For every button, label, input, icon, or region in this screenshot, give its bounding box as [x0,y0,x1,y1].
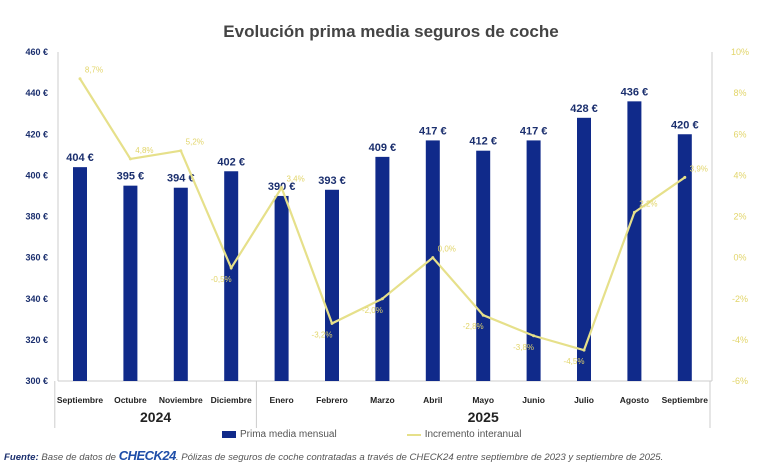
left-tick-label: 420 € [25,129,48,139]
category-label: Abril [423,395,442,405]
bar-value-label: 394 € [167,173,195,185]
check24-logo: CHECK24 [118,448,177,463]
line-point [683,175,687,179]
category-label: Febrero [316,395,348,405]
legend: Prima media mensual Incremento interanua… [222,429,521,440]
line-value-label: -2,0% [362,306,383,315]
line-point [229,266,233,270]
category-label: Octubre [114,395,147,405]
left-tick-label: 360 € [25,253,48,263]
bar [274,195,289,381]
line-value-label: -2,8% [463,322,484,331]
line-point [632,210,636,214]
category-label: Septiembre [57,395,104,405]
line-value-label: 5,2% [186,138,204,147]
bar-value-label: 402 € [217,156,245,168]
line-value-label: -0,5% [211,275,232,284]
line-value-label: 0,0% [438,245,456,254]
source-text: Base de datos de [41,452,117,463]
left-tick-label: 340 € [25,294,48,304]
legend-label: Incremento interanual [424,429,522,440]
bar-value-label: 412 € [469,136,497,148]
bar [476,150,491,381]
right-tick-label: 0% [733,253,746,263]
line-value-label: -4,5% [564,357,585,366]
line-point [280,186,284,190]
bar [526,140,541,381]
bar-value-label: 417 € [419,125,447,137]
category-label: Noviembre [159,395,203,405]
bar [325,189,339,381]
right-tick-label: 4% [733,170,746,180]
bar-value-label: 420 € [671,119,699,131]
line-point [431,256,435,260]
bar [73,167,87,381]
right-tick-label: -6% [732,376,748,386]
bar [375,156,390,381]
source-text-end: . Pólizas de seguros de coche contratada… [175,452,664,463]
bar [123,185,138,381]
source-label: Fuente: [4,452,39,463]
line-point [330,321,334,325]
bar-value-label: 393 € [318,175,346,187]
chart-title: Evolución prima media seguros de coche [223,22,559,41]
left-tick-label: 380 € [25,212,48,222]
right-tick-label: -4% [732,335,748,345]
line-point [532,334,536,338]
right-tick-label: 2% [733,212,746,222]
line-value-label: 4,8% [135,146,153,155]
category-label: Mayo [472,395,494,405]
bar [173,187,188,381]
legend-swatch-bar [222,431,236,438]
line-point [481,313,485,317]
category-label: Julio [574,395,594,405]
year-label: 2025 [468,409,499,425]
bar [677,134,692,381]
left-tick-label: 460 € [25,47,48,57]
bar-value-label: 395 € [117,171,145,183]
bar [425,140,440,381]
bar [224,171,239,381]
line-value-label: 2,2% [639,199,657,208]
line-point [78,77,82,81]
category-label: Diciembre [211,395,252,405]
legend-item-line: Incremento interanual [406,429,522,440]
left-tick-label: 300 € [25,376,48,386]
line-point [582,348,586,352]
left-tick-label: 320 € [25,335,48,345]
bar-value-label: 436 € [621,86,649,98]
line-value-label: 8,7% [85,66,103,75]
category-label: Marzo [370,395,395,405]
bar-value-label: 417 € [520,125,548,137]
bar [627,101,642,381]
source-note: Fuente: Base de datos de CHECK24. Póliza… [4,448,663,463]
year-label: 2024 [140,409,171,425]
line-value-label: 3,4% [286,175,304,184]
line-point [179,149,183,153]
bar [577,117,591,382]
right-tick-label: 6% [733,129,746,139]
bar-value-label: 409 € [369,142,397,154]
left-tick-label: 440 € [25,88,48,98]
right-tick-label: -2% [732,294,748,304]
line-point [128,157,132,161]
right-tick-label: 10% [731,47,749,57]
line-value-label: -3,8% [513,343,534,352]
line-point [380,297,384,301]
left-tick-label: 400 € [25,170,48,180]
legend-swatch-line [406,433,421,436]
bar-value-label: 428 € [570,103,598,115]
legend-item-bars: Prima media mensual [222,429,337,440]
right-tick-label: 8% [733,88,746,98]
category-label: Septiembre [662,395,709,405]
category-label: Agosto [620,395,649,405]
line-value-label: -3,2% [312,330,333,339]
bar-value-label: 404 € [66,152,94,164]
line-value-label: 3,9% [690,164,708,173]
category-label: Junio [522,395,545,405]
category-label: Enero [270,395,294,405]
legend-label: Prima media mensual [240,429,337,440]
